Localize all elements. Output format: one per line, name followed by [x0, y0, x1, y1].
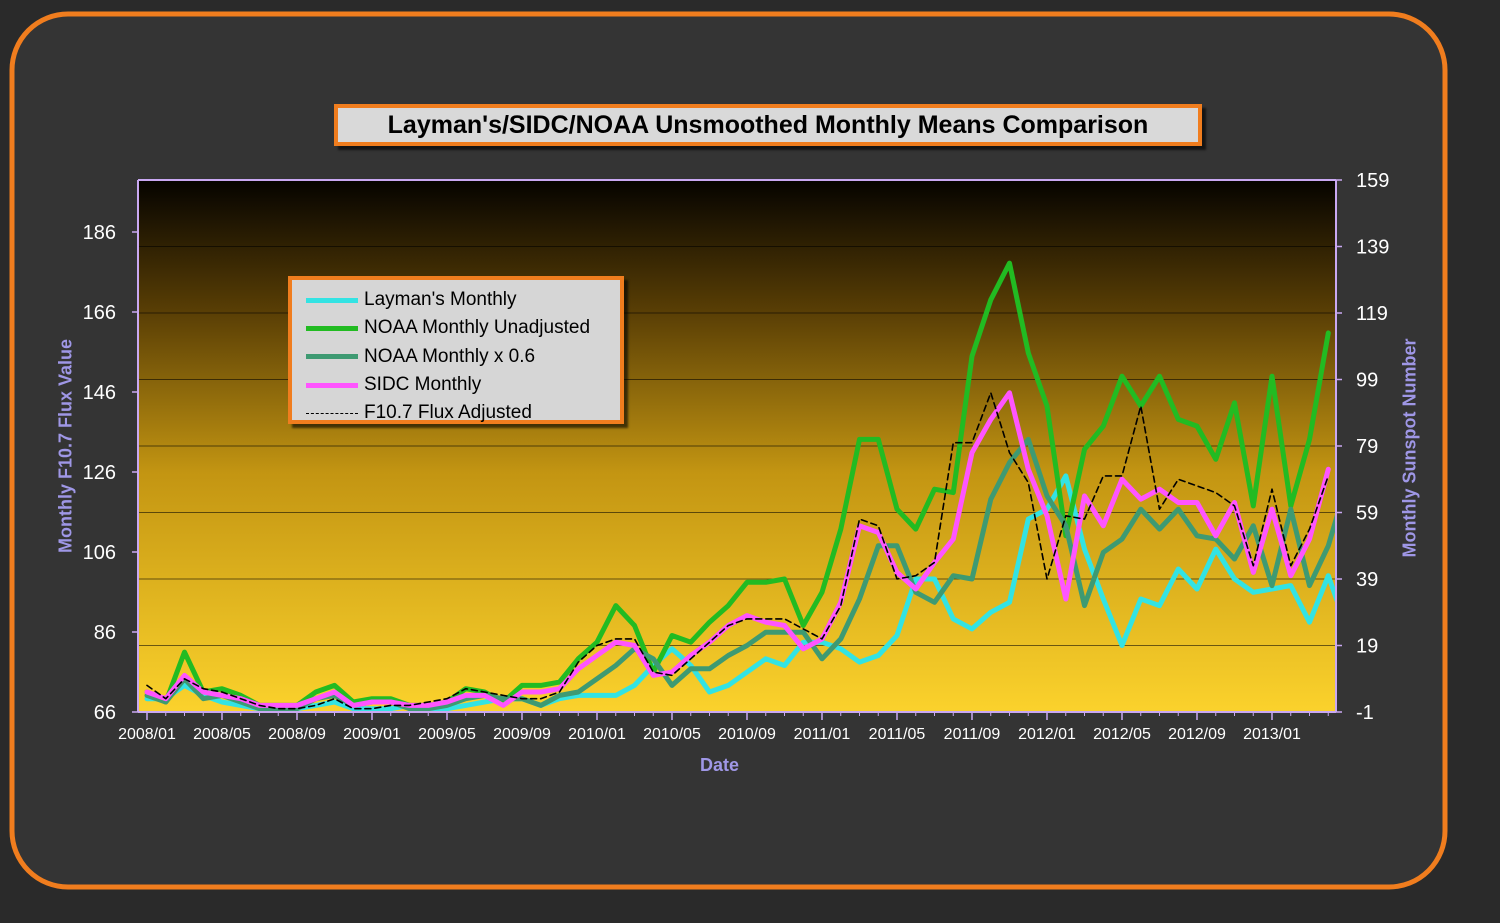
legend-label: NOAA Monthly Unadjusted — [364, 317, 591, 339]
legend: Layman's Monthly NOAA Monthly Unadjusted N… — [288, 276, 624, 424]
x-tick-label: 2011/05 — [869, 726, 926, 743]
x-tick-label: 2009/09 — [493, 726, 551, 743]
series-layer — [144, 260, 1336, 712]
y-left-tick-label: 186 — [83, 222, 116, 244]
x-tick-label: 2009/01 — [343, 726, 401, 743]
y-right-tick-label: -1 — [1356, 702, 1374, 724]
legend-swatch — [306, 377, 358, 393]
legend-item-noaa: NOAA Monthly Unadjusted — [306, 314, 620, 342]
chart-title: Layman's/SIDC/NOAA Unsmoothed Monthly Me… — [334, 104, 1202, 146]
y-right-tick-label: 59 — [1356, 503, 1378, 525]
x-tick-label: 2012/05 — [1093, 726, 1151, 743]
x-tick-label: 2012/01 — [1018, 726, 1076, 743]
legend-swatch — [306, 292, 358, 308]
y-right-axis-title: Monthly Sunspot Number — [1399, 338, 1420, 558]
x-tick-label: 2010/09 — [718, 726, 776, 743]
y-left-axis-title: Monthly F10.7 Flux Value — [55, 338, 76, 554]
x-tick-label: 2012/09 — [1168, 726, 1226, 743]
x-tick-label: 2009/05 — [418, 726, 476, 743]
x-tick-label: 2008/01 — [118, 726, 176, 743]
y-right-tick-label: 99 — [1356, 370, 1378, 392]
legend-item-f107: F10.7 Flux Adjusted — [306, 399, 620, 427]
x-tick-label: 2008/09 — [268, 726, 326, 743]
x-tick-label: 2011/01 — [794, 726, 851, 743]
y-left-tick-label: 146 — [83, 382, 116, 404]
legend-swatch — [306, 320, 358, 336]
y-right-tick-label: 159 — [1356, 170, 1389, 192]
y-right-tick-label: 79 — [1356, 436, 1378, 458]
series-line-sidc — [144, 390, 1331, 708]
legend-label: F10.7 Flux Adjusted — [364, 402, 532, 424]
y-left-tick-label: 66 — [94, 702, 116, 724]
y-left-tick-label: 86 — [94, 622, 116, 644]
ticks-layer: 66 86 106 126 146 166 186 -1 19 39 59 79 99 119 139 159… — [83, 170, 1390, 743]
y-left-tick-label: 106 — [83, 542, 116, 564]
legend-item-laymans: Layman's Monthly — [306, 286, 620, 314]
x-tick-label: 2010/05 — [643, 726, 701, 743]
legend-label: SIDC Monthly — [364, 374, 482, 396]
y-right-tick-label: 139 — [1356, 237, 1389, 259]
y-right-tick-label: 39 — [1356, 569, 1378, 591]
y-right-tick-label: 119 — [1356, 303, 1388, 325]
legend-item-sidc: SIDC Monthly — [306, 371, 620, 399]
x-tick-label: 2010/01 — [568, 726, 626, 743]
x-axis-title: Date — [700, 755, 740, 775]
y-left-tick-label: 166 — [83, 302, 116, 324]
series-line-noaa — [144, 260, 1331, 708]
legend-swatch — [306, 405, 358, 421]
legend-label: NOAA Monthly x 0.6 — [364, 345, 536, 367]
x-tick-label: 2011/09 — [944, 726, 1001, 743]
x-tick-label: 2008/05 — [193, 726, 251, 743]
series-line-f107 — [146, 391, 1330, 710]
series-line-laymans — [144, 473, 1336, 712]
legend-item-noaa06: NOAA Monthly x 0.6 — [306, 343, 620, 371]
y-left-tick-label: 126 — [83, 462, 116, 484]
x-tick-label: 2013/01 — [1243, 726, 1301, 743]
legend-label: Layman's Monthly — [364, 289, 517, 311]
legend-swatch — [306, 349, 358, 365]
y-right-tick-label: 19 — [1356, 636, 1378, 658]
